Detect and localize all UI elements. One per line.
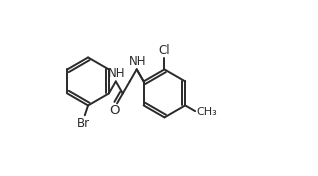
Text: NH: NH <box>128 55 146 68</box>
Text: Cl: Cl <box>159 44 170 57</box>
Text: Br: Br <box>77 117 90 130</box>
Text: O: O <box>109 105 120 117</box>
Text: CH₃: CH₃ <box>196 107 217 117</box>
Text: NH: NH <box>108 67 125 80</box>
